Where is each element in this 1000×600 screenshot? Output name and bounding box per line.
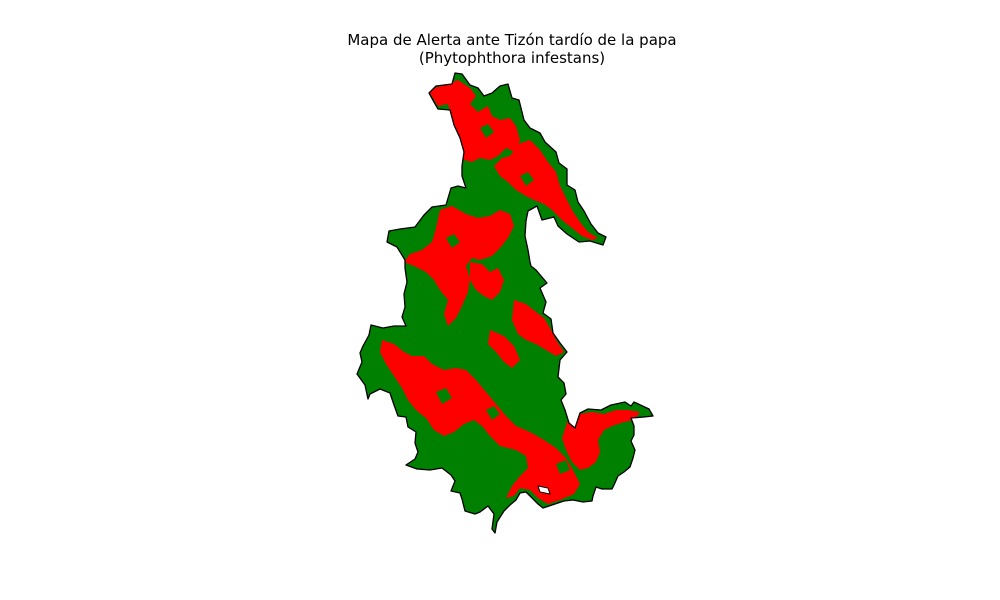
island-4 bbox=[436, 388, 452, 404]
alert-zone-north bbox=[428, 80, 520, 162]
alert-zone-southwest bbox=[380, 340, 580, 504]
island-5 bbox=[486, 406, 500, 420]
alert-zone-central-west bbox=[470, 262, 504, 300]
alert-zone-north-east bbox=[494, 140, 598, 240]
map-title-line-1: Mapa de Alerta ante Tizón tardío de la p… bbox=[347, 31, 677, 49]
region-notch bbox=[537, 485, 551, 495]
alert-zone-central-north bbox=[404, 206, 514, 326]
map-title: Mapa de Alerta ante Tizón tardío de la p… bbox=[0, 31, 1000, 67]
alert-zone-south-east bbox=[562, 410, 640, 470]
alert-zones bbox=[380, 80, 640, 504]
island-6 bbox=[556, 460, 570, 474]
island-3 bbox=[446, 234, 460, 248]
island-1 bbox=[480, 124, 494, 138]
region-islands bbox=[436, 124, 570, 474]
island-2 bbox=[520, 172, 534, 186]
alert-zone-central-east bbox=[512, 300, 564, 356]
alert-zone-south-pocket bbox=[534, 444, 560, 472]
region-border bbox=[356, 72, 654, 534]
map-title-line-2: (Phytophthora infestans) bbox=[418, 49, 606, 67]
alert-zone-mid-strip bbox=[488, 330, 520, 368]
